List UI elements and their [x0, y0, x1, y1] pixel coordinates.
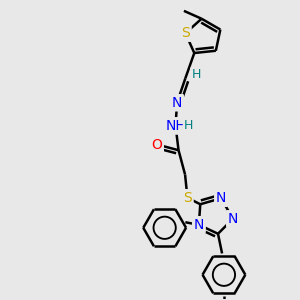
Text: N: N	[172, 96, 182, 110]
Text: N: N	[228, 212, 238, 226]
Text: S: S	[183, 191, 192, 205]
Text: N: N	[228, 212, 238, 226]
Text: S: S	[181, 26, 190, 40]
Text: NH: NH	[165, 119, 186, 133]
Text: N: N	[194, 218, 204, 232]
Text: S: S	[181, 26, 190, 40]
Text: H: H	[192, 68, 201, 81]
Text: N: N	[216, 191, 226, 205]
Text: N: N	[216, 191, 226, 205]
Text: N: N	[194, 218, 204, 232]
Text: S: S	[183, 191, 192, 205]
Text: H: H	[184, 119, 194, 132]
Text: NH: NH	[165, 119, 186, 133]
Text: O: O	[152, 138, 162, 152]
Text: O: O	[152, 138, 162, 152]
Text: H: H	[192, 68, 201, 81]
Text: H: H	[184, 119, 194, 132]
Text: N: N	[172, 96, 182, 110]
